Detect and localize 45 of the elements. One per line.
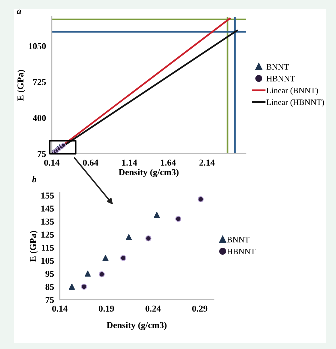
y-axis-title: E (GPa) (17, 70, 26, 102)
point (81, 284, 88, 290)
y-tick-label: 1050 (29, 43, 46, 50)
y-tick-label: 125 (42, 232, 54, 238)
x-tick-label: 2.14 (200, 160, 215, 166)
y-tick-label: 95 (46, 271, 54, 278)
y-tick-label: 115 (42, 244, 54, 252)
y-tick-label: 75 (38, 151, 46, 158)
point (69, 284, 76, 290)
x-tick-label: 0.14 (44, 160, 60, 166)
x-tick-label: 0.19 (99, 306, 114, 312)
x-axis-title: Density (g/cm3) (118, 169, 179, 178)
legend-label: HBNNT (227, 248, 256, 254)
point (154, 212, 160, 218)
legend-label: HBNNT (266, 76, 296, 82)
y-tick-label: 155 (42, 192, 54, 199)
x-tick-label: 0.64 (83, 160, 99, 166)
point (146, 236, 152, 242)
legend-label: Linear (HBNNT) (266, 99, 324, 107)
point (120, 255, 126, 262)
x-tick-label: 0.24 (146, 306, 162, 312)
legend-label: BNNT (227, 237, 250, 243)
y-tick-label: 75 (46, 297, 54, 304)
y-tick-label: 135 (42, 218, 54, 225)
y-tick-label: 400 (33, 115, 46, 122)
y-tick-label: 85 (46, 284, 54, 290)
y-axis-title: E (GPa) (30, 231, 38, 262)
legend-label: Linear (BNNT) (266, 88, 318, 96)
legend-label: BNNT (266, 64, 290, 70)
x-tick-label: 1.64 (161, 160, 176, 166)
x-tick-label: 1.14 (122, 160, 138, 166)
x-tick-label: 0.14 (52, 306, 68, 312)
point (198, 196, 204, 203)
point (126, 234, 132, 240)
y-tick-label: 725 (33, 79, 46, 86)
chart-title: a (17, 10, 22, 14)
y-tick-label: 145 (42, 206, 54, 212)
point (84, 270, 92, 277)
point (98, 272, 106, 278)
chart-title: b (32, 176, 37, 183)
x-tick-label: 0.29 (192, 306, 208, 312)
y-tick-label: 105 (42, 258, 54, 264)
point (102, 255, 109, 262)
point (176, 216, 182, 222)
x-axis-title: Density (g/cm3) (106, 322, 167, 330)
